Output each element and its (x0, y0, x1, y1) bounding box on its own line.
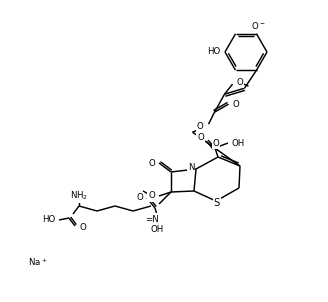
Text: OH: OH (150, 226, 164, 234)
Text: Na$^+$: Na$^+$ (28, 256, 48, 268)
Text: O: O (148, 191, 155, 201)
Text: =N: =N (145, 214, 159, 223)
Text: O: O (148, 159, 155, 168)
Text: O: O (233, 100, 239, 109)
Text: S: S (214, 198, 220, 208)
Text: HO: HO (207, 47, 220, 56)
Text: O: O (136, 194, 143, 203)
Text: O: O (213, 139, 219, 147)
Text: HO: HO (42, 216, 55, 224)
Text: O: O (197, 122, 203, 131)
Text: O$^-$: O$^-$ (251, 20, 266, 31)
Text: O: O (236, 78, 243, 87)
Text: N: N (188, 162, 194, 172)
Text: O: O (197, 133, 204, 143)
Text: OH: OH (232, 139, 245, 147)
Text: NH$_2$: NH$_2$ (70, 190, 88, 202)
Text: O: O (79, 223, 86, 233)
